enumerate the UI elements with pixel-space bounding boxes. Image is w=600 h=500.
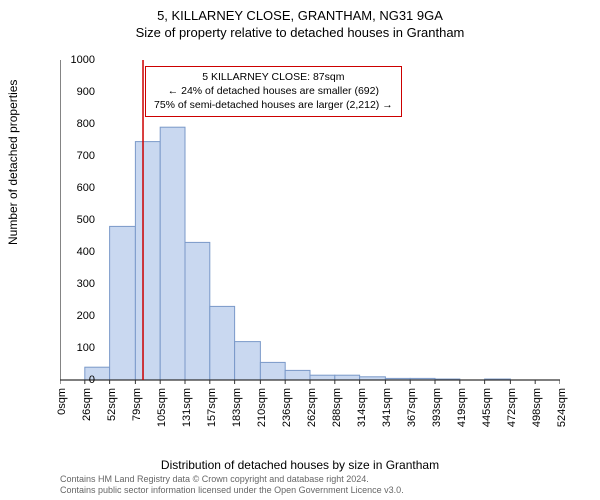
y-tick-label: 700 [55, 150, 95, 162]
x-tick-label: 157sqm [206, 388, 218, 427]
page-title: 5, KILLARNEY CLOSE, GRANTHAM, NG31 9GA [0, 8, 600, 23]
annotation-line-3: 75% of semi-detached houses are larger (… [154, 98, 393, 112]
y-tick-label: 200 [55, 310, 95, 322]
x-tick-label: 288sqm [331, 388, 343, 427]
x-tick-label: 26sqm [81, 388, 93, 421]
y-tick-label: 500 [55, 214, 95, 226]
x-tick-label: 341sqm [381, 388, 393, 427]
x-tick-label: 445sqm [481, 388, 493, 427]
y-tick-label: 900 [55, 86, 95, 98]
y-tick-label: 0 [55, 374, 95, 386]
annotation-box: 5 KILLARNEY CLOSE: 87sqm ← 24% of detach… [145, 66, 402, 117]
y-tick-label: 400 [55, 246, 95, 258]
x-tick-label: 105sqm [156, 388, 168, 427]
x-tick-label: 498sqm [531, 388, 543, 427]
x-tick-label: 236sqm [281, 388, 293, 427]
x-tick-label: 210sqm [256, 388, 268, 427]
x-tick-label: 367sqm [406, 388, 418, 427]
x-tick-label: 393sqm [431, 388, 443, 427]
x-axis-label: Distribution of detached houses by size … [0, 458, 600, 472]
x-tick-label: 472sqm [506, 388, 518, 427]
page-subtitle: Size of property relative to detached ho… [0, 25, 600, 40]
y-axis-label: Number of detached properties [6, 80, 20, 245]
annotation-line-2: ← 24% of detached houses are smaller (69… [154, 84, 393, 98]
x-tick-label: 131sqm [181, 388, 193, 427]
y-tick-label: 800 [55, 118, 95, 130]
x-tick-label: 524sqm [556, 388, 568, 427]
y-tick-label: 1000 [55, 54, 95, 66]
x-tick-label: 419sqm [456, 388, 468, 427]
x-tick-label: 183sqm [231, 388, 243, 427]
x-tick-label: 314sqm [356, 388, 368, 427]
y-tick-label: 100 [55, 342, 95, 354]
y-tick-label: 300 [55, 278, 95, 290]
footer-line-2: Contains public sector information licen… [60, 485, 404, 496]
annotation-line-1: 5 KILLARNEY CLOSE: 87sqm [154, 70, 393, 84]
y-tick-label: 600 [55, 182, 95, 194]
x-tick-label: 262sqm [306, 388, 318, 427]
x-tick-label: 52sqm [106, 388, 118, 421]
footer-attribution: Contains HM Land Registry data © Crown c… [60, 474, 404, 496]
x-tick-label: 0sqm [56, 388, 68, 415]
x-tick-label: 79sqm [131, 388, 143, 421]
footer-line-1: Contains HM Land Registry data © Crown c… [60, 474, 404, 485]
